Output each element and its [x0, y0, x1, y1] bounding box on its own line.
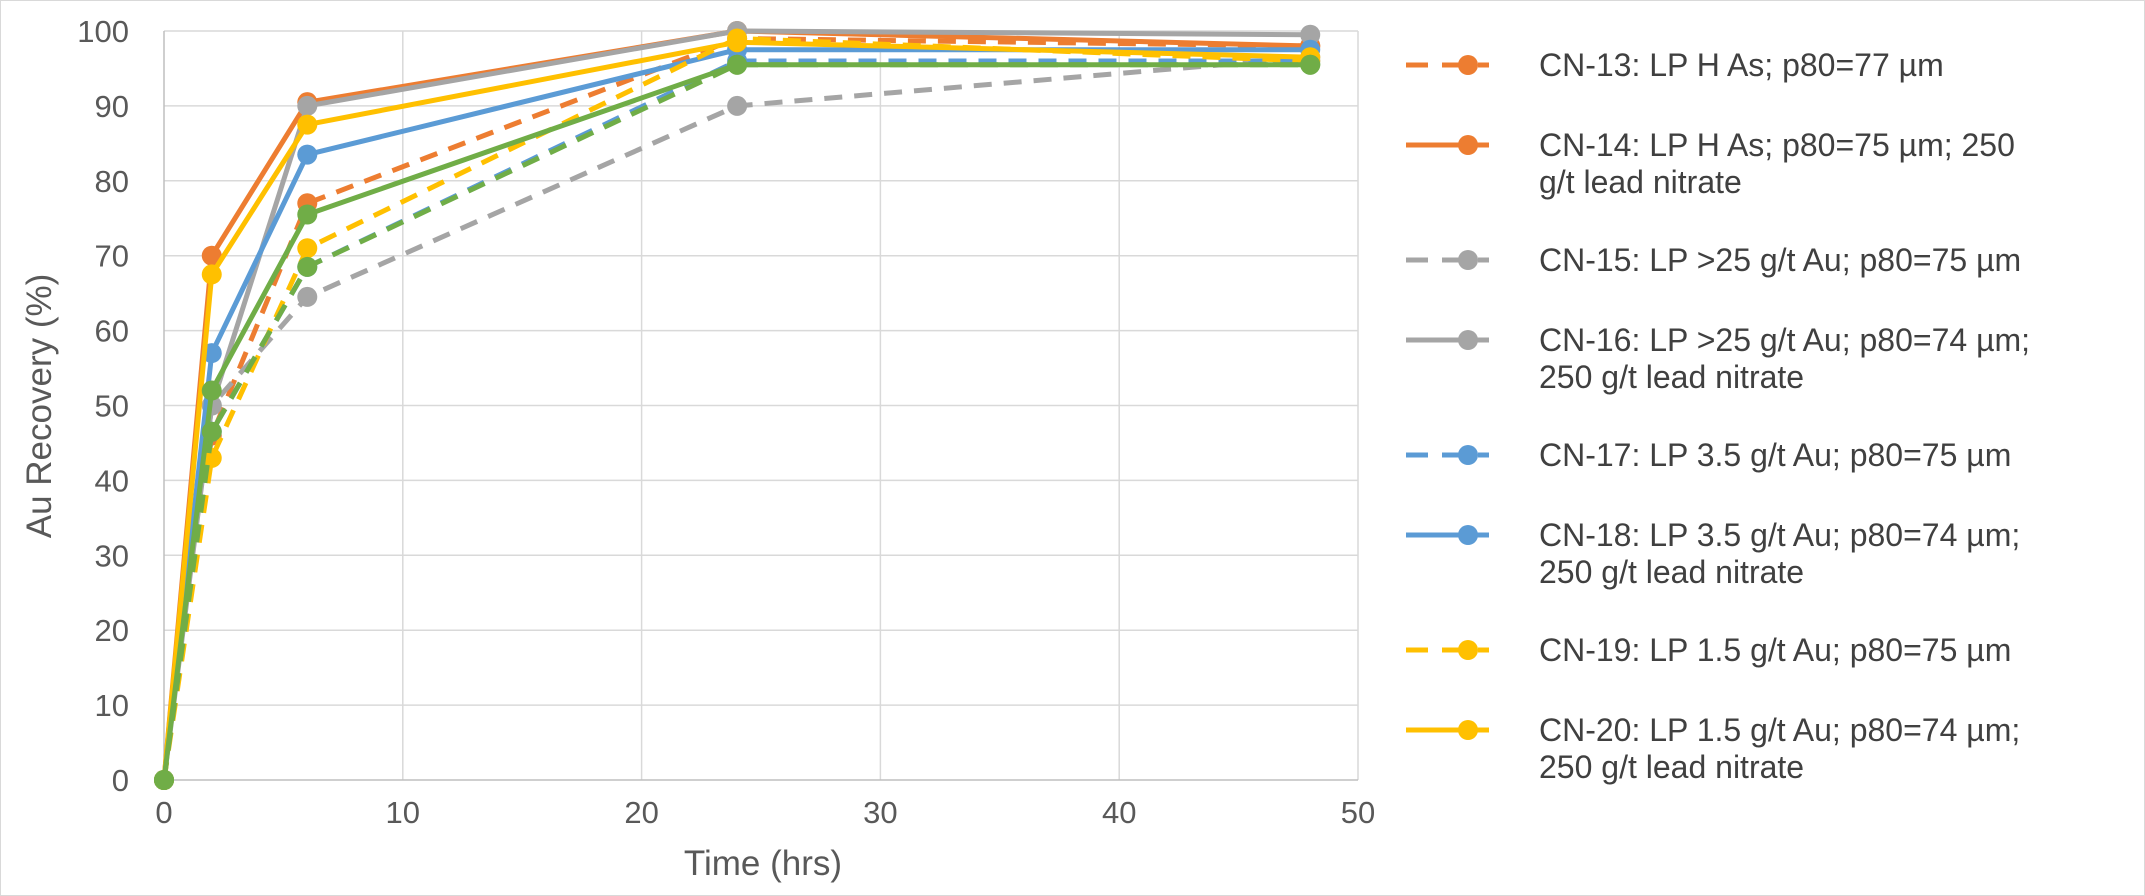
legend-label: 250 g/t lead nitrate [1539, 359, 1804, 395]
x-tick-label: 50 [1341, 795, 1375, 830]
y-tick-label: 60 [95, 314, 129, 349]
y-tick-label: 80 [95, 164, 129, 199]
axes [163, 31, 1358, 781]
legend-label: CN-17: LP 3.5 g/t Au; p80=75 µm [1539, 437, 2011, 473]
data-point [297, 238, 318, 259]
y-tick-label: 100 [77, 14, 129, 49]
data-point [201, 264, 222, 285]
legend-label: CN-13: LP H As; p80=77 µm [1539, 47, 1944, 83]
series-7 [154, 28, 1321, 790]
legend-label: 250 g/t lead nitrate [1539, 749, 1804, 785]
legend: CN-13: LP H As; p80=77 µm CN-14: LP H As;… [1406, 47, 2030, 785]
legend-entry: CN-15: LP >25 g/t Au; p80=75 µm [1406, 242, 2021, 278]
legend-label: CN-14: LP H As; p80=75 µm; 250 [1539, 127, 2015, 163]
data-point [297, 95, 318, 116]
legend-marker [1458, 250, 1478, 270]
legend-marker [1458, 720, 1478, 740]
x-tick-label: 0 [155, 795, 172, 830]
x-tick-label: 10 [386, 795, 420, 830]
data-point [201, 447, 222, 468]
data-point [297, 114, 318, 135]
data-point [727, 54, 748, 75]
series-line [161, 39, 1311, 781]
series-1 [154, 28, 1321, 790]
y-tick-label: 30 [95, 538, 129, 573]
legend-entry: CN-17: LP 3.5 g/t Au; p80=75 µm [1406, 437, 2011, 473]
y-tick-label: 20 [95, 613, 129, 648]
data-point [201, 245, 222, 266]
y-tick-label: 10 [95, 688, 129, 723]
series-8 [154, 32, 1321, 790]
legend-marker [1458, 55, 1478, 75]
y-axis-title: Au Recovery (%) [20, 274, 59, 539]
legend-marker [1458, 135, 1478, 155]
x-tick-label: 20 [624, 795, 658, 830]
y-tick-label: 40 [95, 463, 129, 498]
gridlines [164, 30, 1359, 780]
legend-label: CN-18: LP 3.5 g/t Au; p80=74 µm; [1539, 517, 2020, 553]
data-point [727, 95, 748, 116]
data-point [297, 256, 318, 277]
legend-label: CN-16: LP >25 g/t Au; p80=74 µm; [1539, 322, 2030, 358]
series-9 [154, 54, 1321, 790]
y-tick-label: 50 [95, 389, 129, 424]
series-5 [154, 50, 1321, 790]
legend-entry: CN-19: LP 1.5 g/t Au; p80=75 µm [1406, 632, 2011, 668]
series-lines [154, 21, 1321, 790]
series-line [161, 62, 1311, 781]
legend-label: 250 g/t lead nitrate [1539, 554, 1804, 590]
legend-marker [1458, 640, 1478, 660]
x-tick-label: 30 [863, 795, 897, 830]
series-line [161, 54, 1311, 781]
legend-marker [1458, 525, 1478, 545]
data-point [154, 770, 174, 790]
y-tick-labels: 0 10 20 30 40 50 60 70 80 90 100 [77, 14, 129, 798]
legend-entry: CN-16: LP >25 g/t Au; p80=74 µm;250 g/t … [1406, 322, 2030, 395]
legend-entry: CN-20: LP 1.5 g/t Au; p80=74 µm;250 g/t … [1406, 712, 2020, 785]
legend-entry: CN-18: LP 3.5 g/t Au; p80=74 µm;250 g/t … [1406, 517, 2020, 590]
data-point [201, 380, 222, 401]
series-line [161, 47, 1311, 781]
data-point [1300, 24, 1321, 45]
legend-label: g/t lead nitrate [1539, 164, 1742, 200]
x-tick-labels: 0 10 20 30 40 50 [155, 795, 1375, 830]
y-tick-label: 0 [112, 763, 129, 798]
y-tick-label: 70 [95, 239, 129, 274]
legend-marker [1458, 445, 1478, 465]
series-10 [154, 54, 1321, 790]
legend-entry: CN-13: LP H As; p80=77 µm [1406, 47, 1944, 83]
series-line [161, 62, 1311, 781]
legend-label: CN-19: LP 1.5 g/t Au; p80=75 µm [1539, 632, 2011, 668]
y-tick-label: 90 [95, 89, 129, 124]
legend-label: CN-15: LP >25 g/t Au; p80=75 µm [1539, 242, 2021, 278]
data-point [297, 144, 318, 165]
legend-label: CN-20: LP 1.5 g/t Au; p80=74 µm; [1539, 712, 2020, 748]
data-point [297, 204, 318, 225]
data-point [1300, 54, 1321, 75]
x-axis-title: Time (hrs) [684, 844, 842, 883]
data-point [727, 32, 748, 53]
series-6 [154, 39, 1321, 790]
series-3 [154, 47, 1321, 790]
legend-marker [1458, 330, 1478, 350]
series-line [161, 58, 1311, 781]
x-tick-label: 40 [1102, 795, 1136, 830]
data-point [297, 286, 318, 307]
